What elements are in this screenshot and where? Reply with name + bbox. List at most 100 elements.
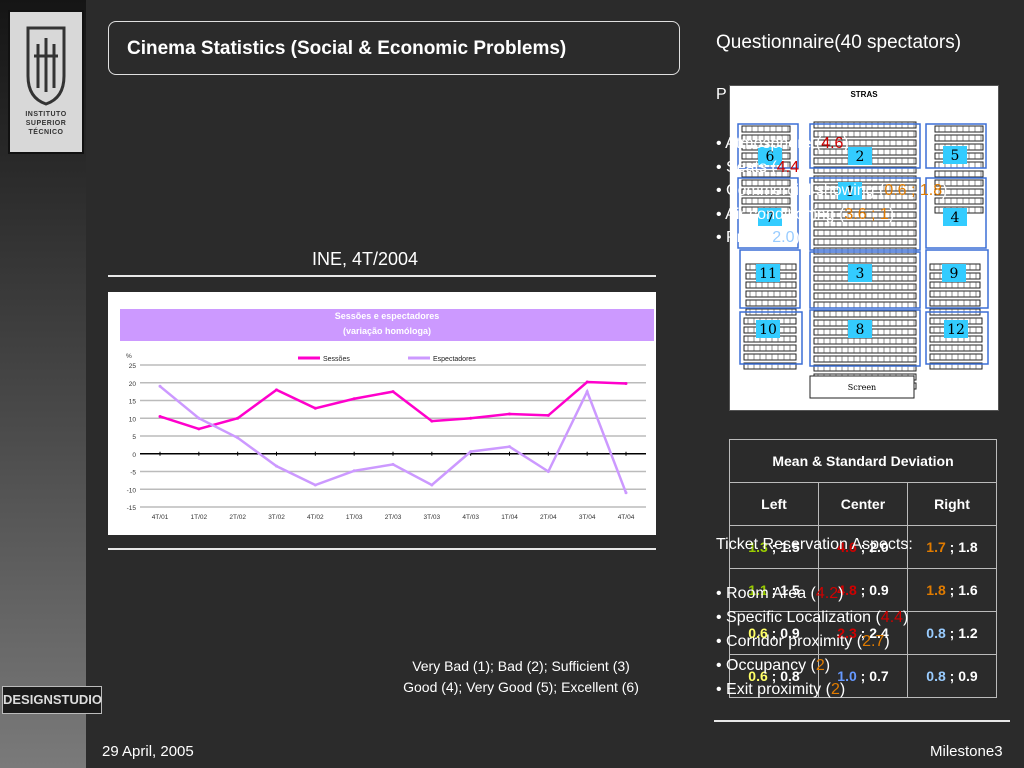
data-point: [430, 483, 434, 487]
questionnaire-item-label: • Price (: [716, 229, 773, 246]
seat-row-center: [813, 175, 917, 183]
table-cell: 1.1 ; 1.5: [729, 568, 819, 612]
seat-row-center: [813, 256, 917, 264]
table-row: 1.1 ; 1.5 4.8 ; 0.9 1.8 ; 1.6: [729, 568, 998, 612]
x-tick-label: 4T/02: [307, 514, 324, 521]
std-value: ; 0.9: [856, 582, 889, 598]
y-tick-label: 10: [129, 416, 137, 423]
seat-row-left: [743, 353, 797, 361]
data-point: [197, 427, 201, 431]
mean-std-table: Mean & Standard Deviation Left Center Ri…: [729, 439, 998, 698]
zone-label: 11: [759, 266, 777, 282]
zone-label: 6: [766, 149, 775, 165]
mean-value: 1.0: [837, 668, 857, 684]
questionnaire-item-label: • Atmosphere (: [716, 135, 822, 152]
title-box: Cinema Statistics (Social & Economic Pro…: [108, 21, 680, 75]
questionnaire-item-1: • Atmosphere (4.6): [716, 135, 849, 153]
seating-plan: STRAS 6 2 5 7 1 4 11 3 9 10 8 12 Screen: [729, 85, 999, 411]
divider-bottom: [108, 548, 656, 550]
table-row: 1.3 ; 1.5 4.6 ; 2.0 1.7 ; 1.8: [729, 525, 998, 569]
table-cell: 4.8 ; 0.9: [817, 568, 908, 612]
table-cell: 1.8 ; 1.6: [906, 568, 998, 612]
data-point: [313, 406, 317, 410]
y-tick-label: -10: [127, 487, 137, 494]
data-point: [391, 462, 395, 466]
ticket-aspect-2: • Specific Localization (4.4): [716, 609, 908, 627]
seat-row-left: [741, 170, 791, 178]
screen-label: Screen: [848, 383, 876, 392]
seat-row-center: [813, 301, 917, 309]
data-point: [236, 436, 240, 440]
questionnaire-item-value: 4.6: [821, 135, 844, 152]
y-tick-label: -15: [127, 505, 137, 512]
zone-label: 5: [951, 148, 960, 164]
data-point: [546, 413, 550, 417]
table-cell: 1.0 ; 0.7: [817, 654, 908, 698]
rating-scale-line-1: Very Bad (1); Bad (2); Sufficient (3): [412, 658, 630, 674]
zone-label: 10: [759, 322, 777, 338]
zone-label-bg: [943, 146, 967, 164]
seat-row-center: [813, 121, 917, 129]
seat-row-left: [743, 344, 797, 352]
mean-value: 0.6: [748, 668, 768, 684]
divider-right-bottom: [714, 720, 1010, 722]
zone-label: 12: [947, 322, 965, 338]
data-point: [546, 470, 550, 473]
ine-title: INE, 4T/2004: [312, 249, 419, 269]
std-value: ; 1.5: [767, 539, 800, 555]
seat-row-left: [741, 188, 791, 196]
seat-row-right: [929, 290, 981, 298]
data-point: [391, 390, 395, 394]
legend-label: Espectadores: [433, 356, 476, 363]
zone-outline: [739, 311, 803, 365]
divider-top: [108, 275, 656, 277]
zone-outline: [739, 249, 801, 309]
questionnaire-item-value: 2.0: [772, 229, 795, 246]
column-header-center: Center: [817, 482, 908, 526]
questionnaire-item-suffix: ): [888, 205, 895, 223]
seat-row-center: [813, 220, 917, 228]
questionnaire-item-suffix: ): [843, 135, 849, 152]
seating-top-label: STRAS: [850, 90, 878, 99]
ticket-aspect-value: 4.2: [815, 585, 839, 602]
seat-row-right: [929, 281, 981, 289]
zone-outline: [925, 311, 989, 365]
seat-row-center: [813, 130, 917, 138]
zone-label-bg: [756, 264, 780, 282]
seat-row-center: [813, 211, 917, 219]
zone-label-bg: [756, 320, 780, 338]
std-value: ; 0.8: [767, 668, 800, 684]
footer-date: 29 April, 2005: [102, 743, 194, 760]
y-tick-label: 25: [129, 363, 137, 370]
ticket-aspect-value: 2: [830, 681, 840, 698]
std-value: ; 1.8: [945, 539, 978, 555]
seat-row-right: [934, 197, 984, 205]
zone-outline: [809, 309, 921, 367]
zone-outline: [737, 177, 799, 249]
zone-outline: [925, 249, 989, 309]
rating-scale-line-2: Good (4); Very Good (5); Excellent (6): [403, 679, 639, 695]
zone-outline: [925, 123, 987, 169]
data-point: [352, 397, 356, 401]
questionnaire-prefix: P: [716, 86, 727, 103]
y-tick-label: 20: [129, 381, 137, 388]
x-tick-label: 4T/04: [618, 514, 635, 521]
questionnaire-item-value: 0.6 ; 1.8: [884, 182, 943, 199]
ticket-aspect-suffix: ): [884, 633, 890, 650]
seat-row-center: [813, 355, 917, 363]
seat-row-center: [813, 310, 917, 318]
rating-scale: Very Bad (1); Bad (2); Sufficient (3) Go…: [360, 656, 682, 698]
ticket-aspect-value: 4.4: [880, 609, 904, 626]
table-row: 0.6 ; 0.8 1.0 ; 0.7 0.8 ; 0.9: [729, 654, 998, 698]
table-cell: 1.7 ; 1.8: [906, 525, 998, 569]
data-point: [275, 388, 278, 392]
column-header-right: Right: [906, 482, 998, 526]
chart-plot: 25 20 15 10 5 0 -5 -10 -15% 4T/01 1T/02 2T/02 3T/02 4…: [126, 353, 646, 521]
seat-row-center: [813, 202, 917, 210]
zone-label: 3: [856, 266, 865, 282]
ticket-aspect-label: • Room Area (: [716, 585, 816, 602]
data-point: [430, 419, 434, 423]
questionnaire-item-label: • Air conditioning (: [716, 205, 845, 223]
seat-row-right: [929, 362, 983, 370]
questionnaire-item-3: • Commercial showing (0.6 ; 1.8): [716, 182, 947, 200]
